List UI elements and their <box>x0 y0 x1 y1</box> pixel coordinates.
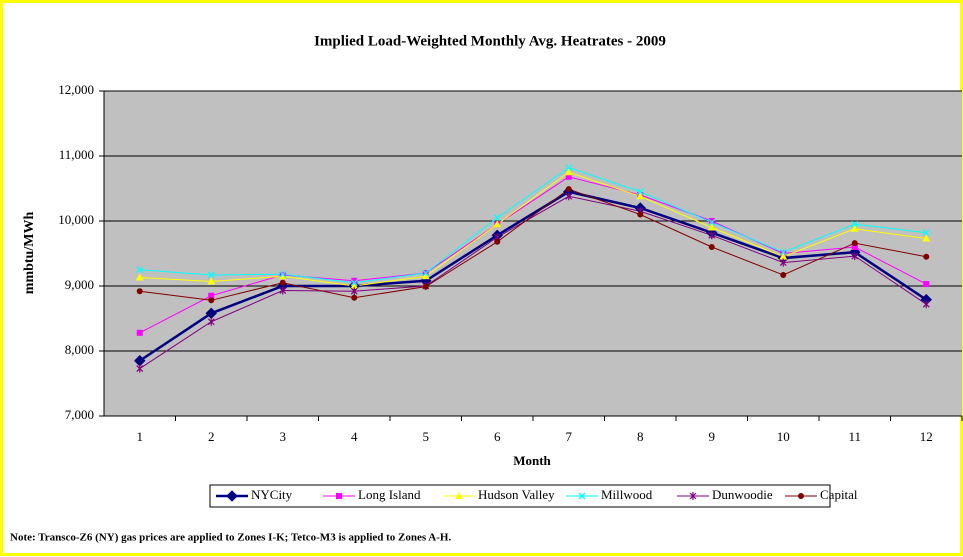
y-tick-label: 12,000 <box>58 82 94 97</box>
marker <box>208 292 215 299</box>
marker <box>708 218 716 226</box>
marker <box>922 229 930 237</box>
marker <box>922 300 930 309</box>
marker <box>636 188 644 196</box>
legend-marker <box>578 492 586 500</box>
marker <box>136 364 144 373</box>
marker <box>707 223 716 231</box>
marker <box>779 248 787 256</box>
legend-marker <box>336 493 342 499</box>
marker <box>565 173 572 180</box>
legend-label: Hudson Valley <box>478 487 555 502</box>
marker <box>350 279 358 287</box>
x-tick-label: 2 <box>208 429 215 444</box>
x-tick-label: 4 <box>351 429 358 444</box>
marker <box>493 214 501 222</box>
marker <box>135 273 144 281</box>
legend-label: Dunwoodie <box>712 487 773 502</box>
x-tick-label: 11 <box>848 429 861 444</box>
x-tick-label: 1 <box>137 429 144 444</box>
x-tick-label: 6 <box>494 429 501 444</box>
marker <box>851 252 859 261</box>
marker <box>494 238 501 245</box>
marker <box>351 294 358 301</box>
line <box>139 190 927 362</box>
y-tick-label: 7,000 <box>65 407 94 422</box>
marker <box>493 220 502 228</box>
marker <box>708 231 716 240</box>
marker <box>350 287 358 296</box>
marker <box>708 218 715 224</box>
marker <box>136 288 143 295</box>
marker <box>136 266 144 274</box>
x-tick-label: 3 <box>280 429 287 444</box>
legend-marker <box>226 490 238 502</box>
legend-label: Capital <box>820 487 858 502</box>
marker <box>207 271 215 279</box>
marker <box>923 281 930 288</box>
marker <box>421 272 430 280</box>
marker <box>780 271 787 278</box>
x-tick-label: 9 <box>709 429 716 444</box>
marker <box>422 283 429 290</box>
marker <box>279 270 287 278</box>
marker <box>565 164 573 172</box>
marker <box>708 244 715 250</box>
x-tick-label: 5 <box>423 429 430 444</box>
marker <box>565 192 573 201</box>
legend-label: Millwood <box>601 487 653 502</box>
marker <box>564 168 573 176</box>
x-tick-label: 12 <box>920 429 933 444</box>
marker <box>850 224 859 232</box>
marker <box>279 286 287 295</box>
line <box>139 195 927 369</box>
y-tick-label: 9,000 <box>65 277 94 292</box>
marker <box>136 329 143 336</box>
legend-label: Long Island <box>358 487 421 502</box>
marker <box>422 269 430 277</box>
legend <box>209 484 831 508</box>
marker <box>851 244 858 250</box>
marker <box>207 277 216 285</box>
chart-title: Implied Load-Weighted Monthly Avg. Heatr… <box>314 33 666 49</box>
marker <box>779 258 787 267</box>
marker <box>350 282 359 289</box>
note: Note: Transco-Z6 (NY) gas prices are app… <box>10 532 451 544</box>
legend-marker <box>798 493 804 499</box>
line <box>139 171 927 287</box>
marker <box>278 272 287 280</box>
legend-marker <box>689 492 697 500</box>
marker <box>279 279 286 286</box>
marker <box>207 317 215 326</box>
marker <box>923 253 930 260</box>
y-tick-label: 11,000 <box>59 147 94 162</box>
marker <box>351 277 358 284</box>
y-tick-label: 8,000 <box>65 342 94 357</box>
y-axis-title: mmbtu/MWh <box>22 212 37 295</box>
x-tick-label: 7 <box>566 429 573 444</box>
legend-marker <box>455 492 463 499</box>
marker <box>779 252 788 260</box>
marker <box>636 192 645 200</box>
x-axis-title: Month <box>513 453 551 468</box>
x-tick-label: 8 <box>637 429 644 444</box>
line <box>139 167 927 284</box>
marker <box>851 220 859 228</box>
x-tick-label: 10 <box>777 429 790 444</box>
marker <box>565 186 572 193</box>
marker <box>637 211 644 218</box>
marker <box>922 234 931 242</box>
legend-label: NYCity <box>251 487 293 502</box>
line <box>139 188 927 301</box>
marker <box>851 240 858 247</box>
plot-area <box>104 91 962 416</box>
y-tick-label: 10,000 <box>58 212 94 227</box>
marker <box>208 297 215 304</box>
